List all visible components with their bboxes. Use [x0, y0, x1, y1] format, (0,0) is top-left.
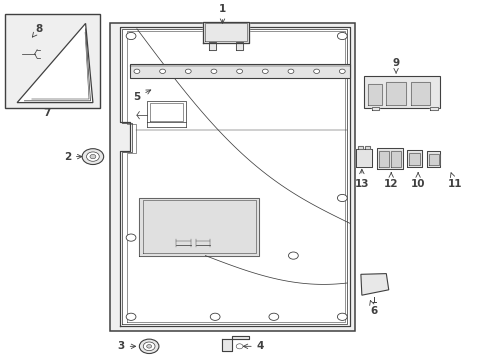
- Bar: [5, 14, 100, 108]
- Text: 12: 12: [383, 173, 398, 189]
- Circle shape: [337, 194, 346, 202]
- Circle shape: [268, 313, 278, 320]
- Text: 1: 1: [219, 4, 225, 23]
- Polygon shape: [427, 151, 439, 167]
- Circle shape: [337, 313, 346, 320]
- Circle shape: [287, 69, 293, 73]
- Circle shape: [337, 32, 346, 40]
- Text: 6: 6: [369, 301, 377, 316]
- Circle shape: [90, 154, 96, 159]
- Text: 8: 8: [32, 24, 42, 37]
- Circle shape: [82, 149, 103, 165]
- Circle shape: [211, 69, 217, 73]
- Polygon shape: [428, 154, 438, 165]
- Text: 13: 13: [354, 169, 368, 189]
- Polygon shape: [408, 153, 419, 165]
- Text: 2: 2: [63, 152, 81, 162]
- Circle shape: [236, 69, 242, 73]
- Text: 9: 9: [392, 58, 399, 73]
- Text: 11: 11: [447, 173, 461, 189]
- Circle shape: [262, 69, 268, 73]
- Polygon shape: [360, 274, 388, 295]
- Text: 4: 4: [243, 341, 264, 351]
- Circle shape: [126, 313, 136, 320]
- Circle shape: [126, 234, 136, 241]
- Circle shape: [126, 32, 136, 40]
- Bar: [129, 64, 349, 78]
- Circle shape: [236, 344, 243, 349]
- Polygon shape: [371, 107, 378, 110]
- Polygon shape: [376, 148, 403, 169]
- Text: 3: 3: [117, 341, 135, 351]
- Circle shape: [339, 69, 345, 73]
- Polygon shape: [367, 84, 382, 105]
- Circle shape: [288, 252, 298, 259]
- Circle shape: [159, 69, 165, 73]
- Polygon shape: [364, 146, 369, 149]
- Polygon shape: [203, 22, 249, 43]
- Circle shape: [86, 152, 99, 161]
- Polygon shape: [355, 149, 371, 167]
- Circle shape: [139, 339, 159, 354]
- Polygon shape: [357, 146, 362, 149]
- Polygon shape: [386, 82, 405, 105]
- Polygon shape: [209, 42, 216, 50]
- Bar: [110, 23, 354, 331]
- Polygon shape: [17, 23, 93, 103]
- Circle shape: [185, 69, 191, 73]
- Polygon shape: [139, 198, 259, 256]
- Polygon shape: [410, 82, 429, 105]
- Polygon shape: [378, 151, 388, 167]
- Circle shape: [146, 345, 151, 348]
- Polygon shape: [390, 151, 400, 167]
- Circle shape: [143, 342, 155, 351]
- Polygon shape: [236, 42, 243, 50]
- Circle shape: [134, 69, 140, 73]
- Polygon shape: [406, 150, 421, 167]
- Bar: [364, 76, 439, 108]
- Circle shape: [210, 313, 220, 320]
- Circle shape: [313, 69, 319, 73]
- Text: 10: 10: [410, 173, 425, 189]
- Polygon shape: [429, 107, 437, 110]
- Polygon shape: [120, 27, 349, 326]
- Text: 7: 7: [42, 108, 50, 118]
- Text: 5: 5: [133, 90, 150, 102]
- Polygon shape: [222, 336, 249, 351]
